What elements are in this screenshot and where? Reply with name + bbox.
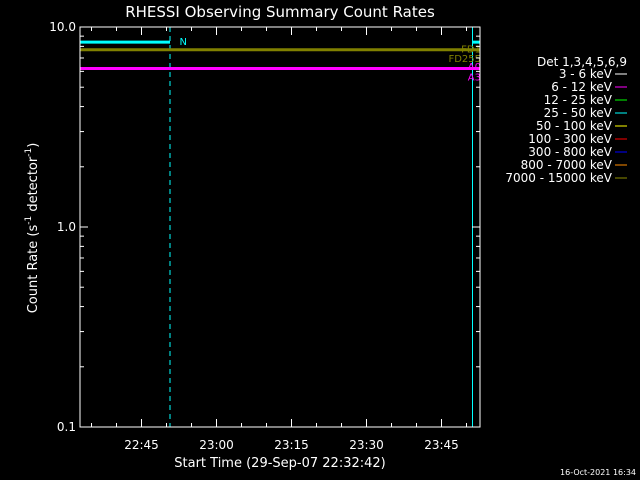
y-axis-label-end: ) (26, 143, 41, 148)
footer-date: 16-Oct-2021 16:34 (560, 468, 636, 477)
x-tick-label: 23:30 (349, 438, 384, 452)
legend-label: 50 - 100 keV (536, 119, 613, 133)
x-tick-label: 23:15 (274, 438, 309, 452)
legend-label: 7000 - 15000 keV (505, 171, 612, 185)
legend-label: 100 - 300 keV (528, 132, 612, 146)
y-tick-label: 1.0 (57, 220, 76, 234)
x-tick-label: 23:00 (199, 438, 234, 452)
legend-label: 3 - 6 keV (559, 67, 613, 81)
flag-label: A3 (468, 72, 481, 83)
plot-frame (79, 26, 481, 428)
legend-label: 800 - 7000 keV (521, 158, 613, 172)
flag-label: N (180, 37, 187, 48)
x-tick-label: 23:45 (424, 438, 459, 452)
x-tick-label: 22:45 (124, 438, 159, 452)
y-axis-label-sup1: -1 (24, 216, 34, 225)
legend-label: 25 - 50 keV (544, 106, 613, 120)
flag-label: FD1 (461, 45, 481, 56)
y-axis-label-sup2: -1 (24, 148, 34, 157)
y-axis-label-main: Count Rate (s (26, 225, 41, 314)
flag-label: A0 (468, 62, 481, 73)
y-axis-label: Count Rate (s-1 detector-1) (24, 143, 41, 314)
legend-title: Det 1,3,4,5,6,9 (537, 55, 627, 69)
y-tick-label: 10.0 (49, 20, 76, 34)
x-axis-label: Start Time (29-Sep-07 22:32:42) (174, 456, 385, 471)
y-tick-label: 0.1 (57, 420, 76, 434)
chart-title: RHESSI Observing Summary Count Rates (125, 3, 435, 21)
legend-label: 6 - 12 keV (551, 80, 613, 94)
y-axis-label-mid: detector (26, 156, 41, 216)
legend-label: 300 - 800 keV (528, 145, 612, 159)
axes: 0.1 1.0 10.0 22:45 23:00 23:15 23:30 23:45 (49, 20, 481, 452)
flag-label: FD255 (448, 54, 481, 65)
legend-label: 12 - 25 keV (544, 93, 613, 107)
